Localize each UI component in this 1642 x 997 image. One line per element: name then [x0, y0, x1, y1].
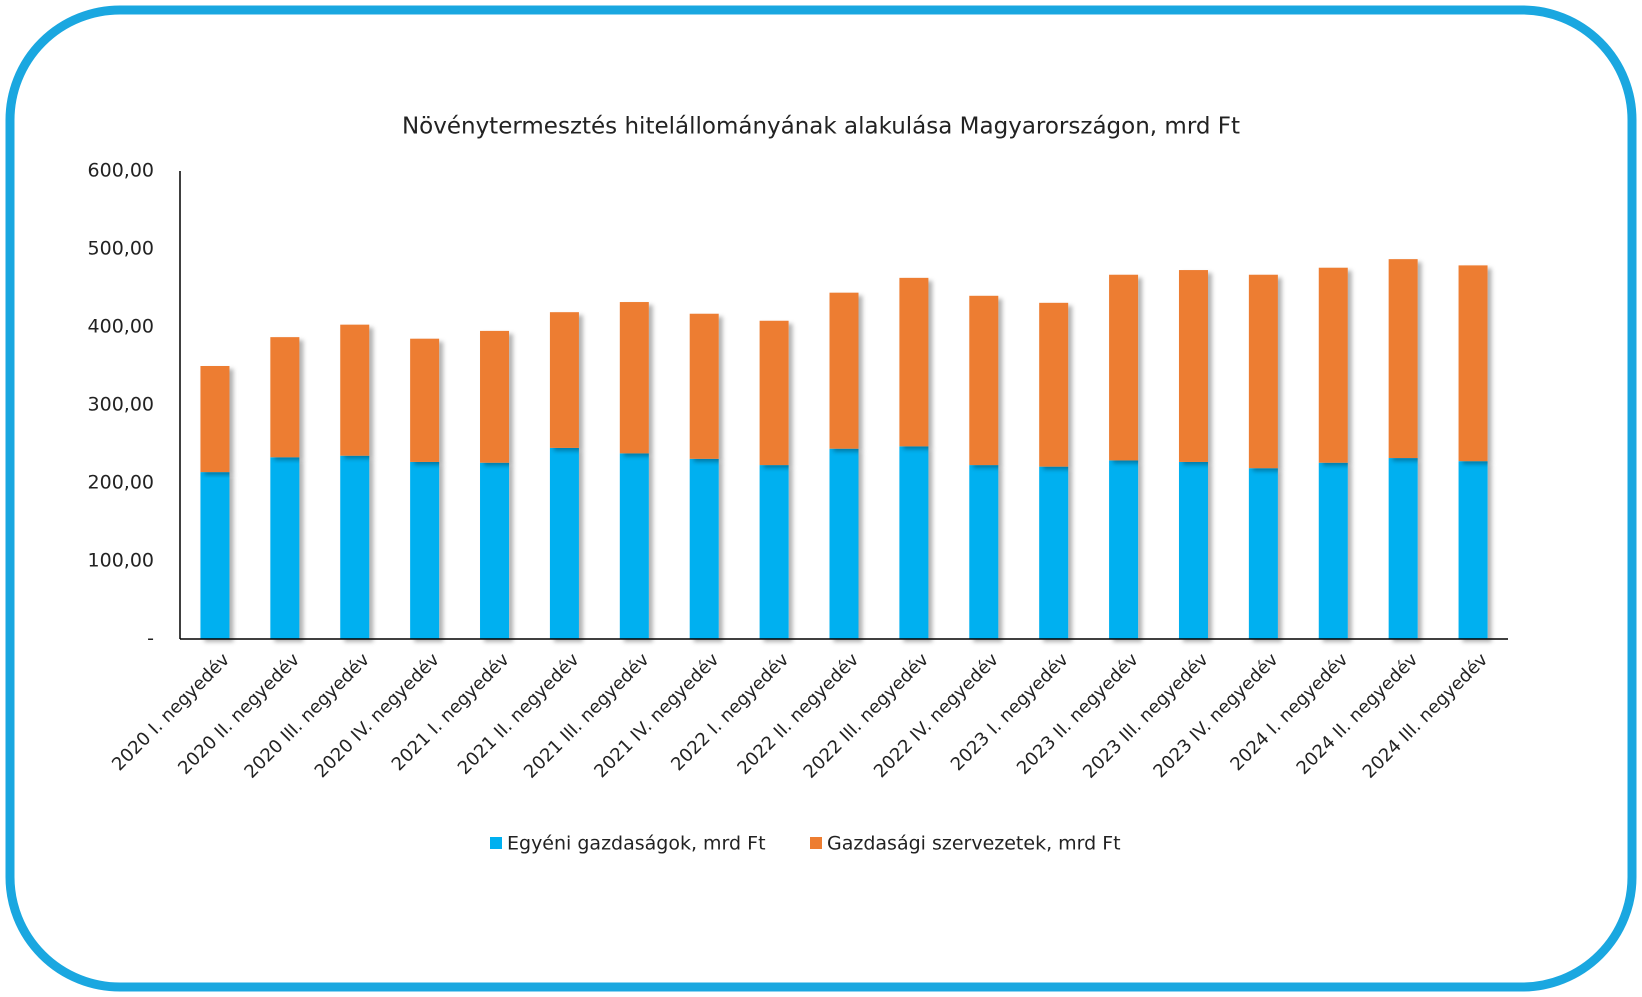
- bar-segment: [1318, 462, 1348, 639]
- bar-segment: [1248, 468, 1278, 639]
- bar-segment: [899, 277, 929, 447]
- bar-segment: [480, 330, 510, 463]
- bar-segment: [549, 312, 579, 448]
- bar-segment: [1178, 270, 1208, 462]
- bar-segment: [270, 457, 300, 639]
- bar-segment: [1458, 461, 1488, 639]
- frame: [5, 5, 1637, 992]
- bar-segment: [200, 366, 230, 473]
- y-tick-label: 100,00: [88, 550, 154, 572]
- bar-segment: [1318, 267, 1348, 463]
- bar-segment: [619, 453, 649, 639]
- bar-segment: [1178, 461, 1208, 639]
- bar-segment: [829, 292, 859, 449]
- bar-segment: [969, 465, 999, 639]
- bar-segment: [200, 472, 230, 639]
- bar-segment: [340, 455, 370, 639]
- legend-swatch: [810, 837, 822, 849]
- bar-segment: [759, 465, 789, 639]
- bar-segment: [1039, 466, 1069, 639]
- bar-segment: [1039, 302, 1069, 467]
- y-tick-label: 600,00: [88, 160, 154, 182]
- bar-segment: [410, 338, 440, 462]
- bar-segment: [1458, 265, 1488, 462]
- bar-segment: [1248, 274, 1278, 469]
- legend-swatch: [490, 837, 502, 849]
- bar-segment: [1388, 458, 1418, 639]
- bar-segment: [689, 313, 719, 459]
- y-tick-label: 500,00: [88, 238, 154, 260]
- bar-segment: [899, 446, 929, 639]
- y-tick-label: 400,00: [88, 316, 154, 338]
- bar-segment: [549, 447, 579, 639]
- bar-segment: [829, 448, 859, 639]
- bar-segment: [340, 324, 370, 456]
- bar-segment: [619, 302, 649, 454]
- legend-label: Gazdasági szervezetek, mrd Ft: [827, 833, 1121, 855]
- bar-segment: [689, 458, 719, 639]
- bar-segment: [1109, 274, 1139, 461]
- bar-segment: [969, 295, 999, 466]
- bar-segment: [270, 337, 300, 458]
- bar-segment: [1109, 460, 1139, 639]
- bar-segment: [1388, 259, 1418, 459]
- bar-segment: [759, 320, 789, 466]
- bar-segment: [480, 462, 510, 639]
- y-tick-label: 200,00: [88, 472, 154, 494]
- y-tick-label: -: [147, 628, 154, 650]
- legend-label: Egyéni gazdaságok, mrd Ft: [507, 833, 766, 855]
- bar-segment: [410, 461, 440, 639]
- y-tick-label: 300,00: [88, 394, 154, 416]
- chart-title: Növénytermesztés hitelállományának alaku…: [402, 114, 1240, 140]
